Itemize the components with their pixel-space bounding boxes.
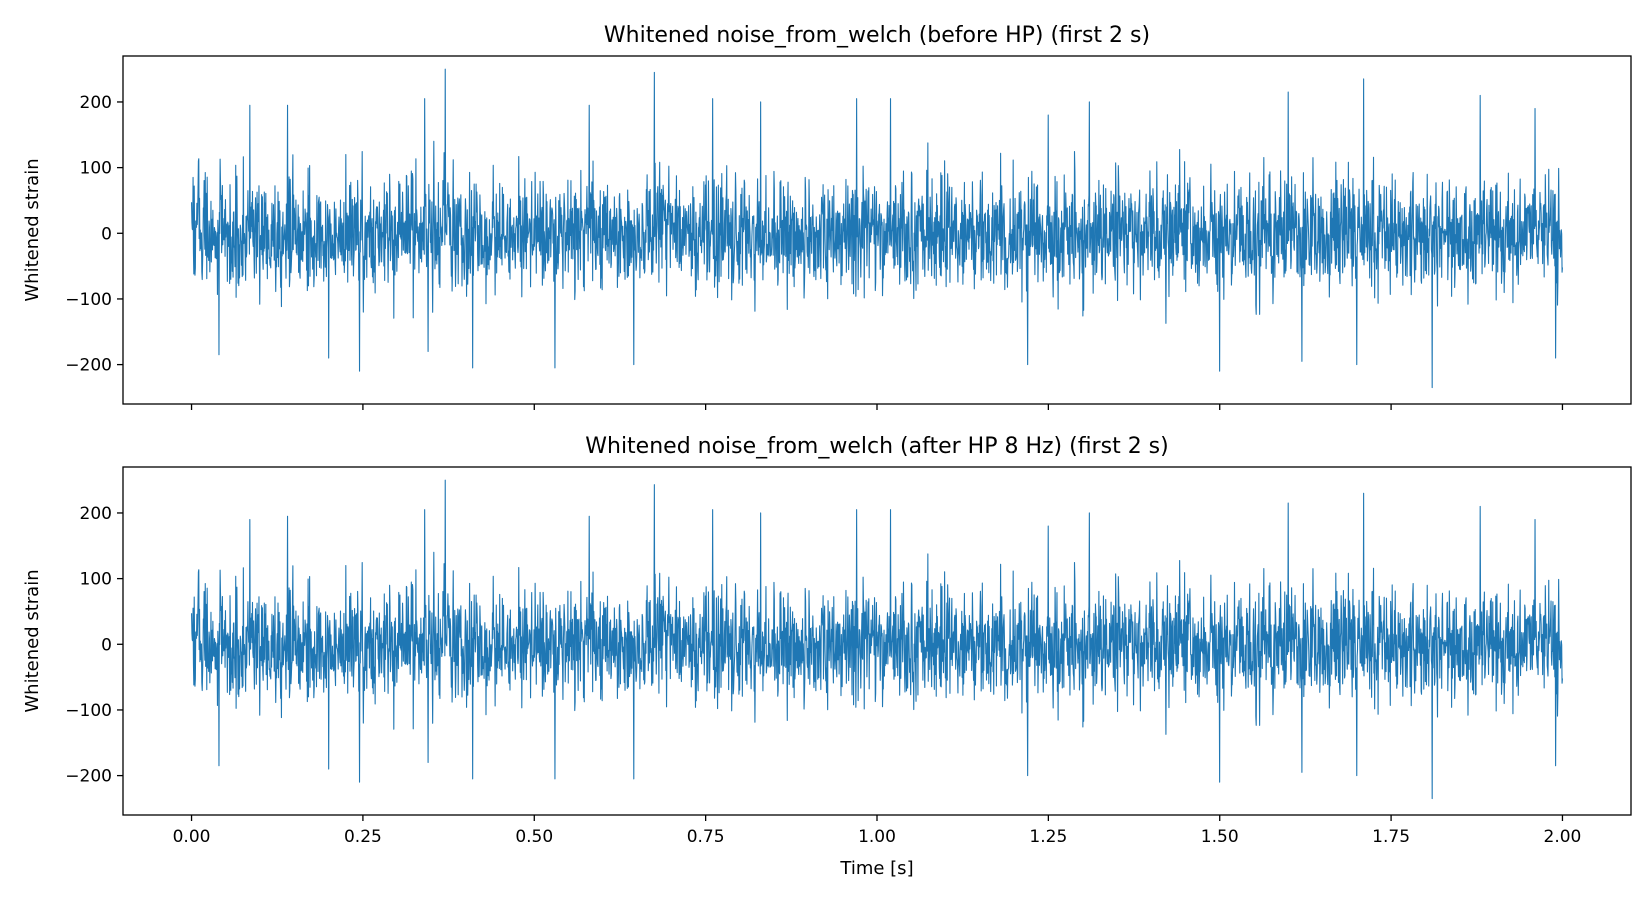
y-tick-group: −200 −100 0 100 200 [65,504,123,787]
x-tick-group [190,404,1564,410]
y-tick-label: 100 [80,570,112,590]
y-tick-label: 0 [101,635,112,655]
panel-after-hp: Whitened noise_from_welch (after HP 8 Hz… [22,434,1632,879]
series-line-group [191,479,1563,800]
y-tick-label: −200 [65,767,112,787]
y-axis-label: Whitened strain [22,158,43,301]
y-tick-label: 200 [80,93,112,113]
y-tick-label: 200 [80,504,112,524]
x-tick-label: 0.75 [687,827,725,847]
y-tick-label: −100 [65,701,112,721]
y-tick-label: −100 [65,290,112,310]
series-line-group [191,68,1563,389]
x-tick-label: 1.25 [1029,827,1067,847]
x-axis-label: Time [s] [839,858,913,879]
y-axis-label: Whitened strain [22,569,43,712]
x-tick-label: 1.00 [858,827,896,847]
chart-title: Whitened noise_from_welch (before HP) (f… [604,23,1150,48]
x-tick-label: 2.00 [1544,827,1582,847]
x-tick-label: 1.75 [1372,827,1410,847]
y-tick-label: 100 [80,159,112,179]
x-tick-group: 0.00 0.25 0.50 0.75 1.00 1.25 1.50 1.75 2.00 [173,815,1582,847]
chart-title: Whitened noise_from_welch (after HP 8 Hz… [585,434,1168,459]
x-tick-label: 0.00 [173,827,211,847]
panel-before-hp: Whitened noise_from_welch (before HP) (f… [22,23,1632,410]
y-tick-group: −200 −100 0 100 200 [65,93,123,376]
series-line [191,479,1563,800]
y-tick-label: 0 [101,224,112,244]
series-line [191,68,1563,389]
x-tick-label: 0.50 [515,827,553,847]
y-tick-label: −200 [65,356,112,376]
x-tick-label: 0.25 [344,827,382,847]
x-tick-label: 1.50 [1201,827,1239,847]
